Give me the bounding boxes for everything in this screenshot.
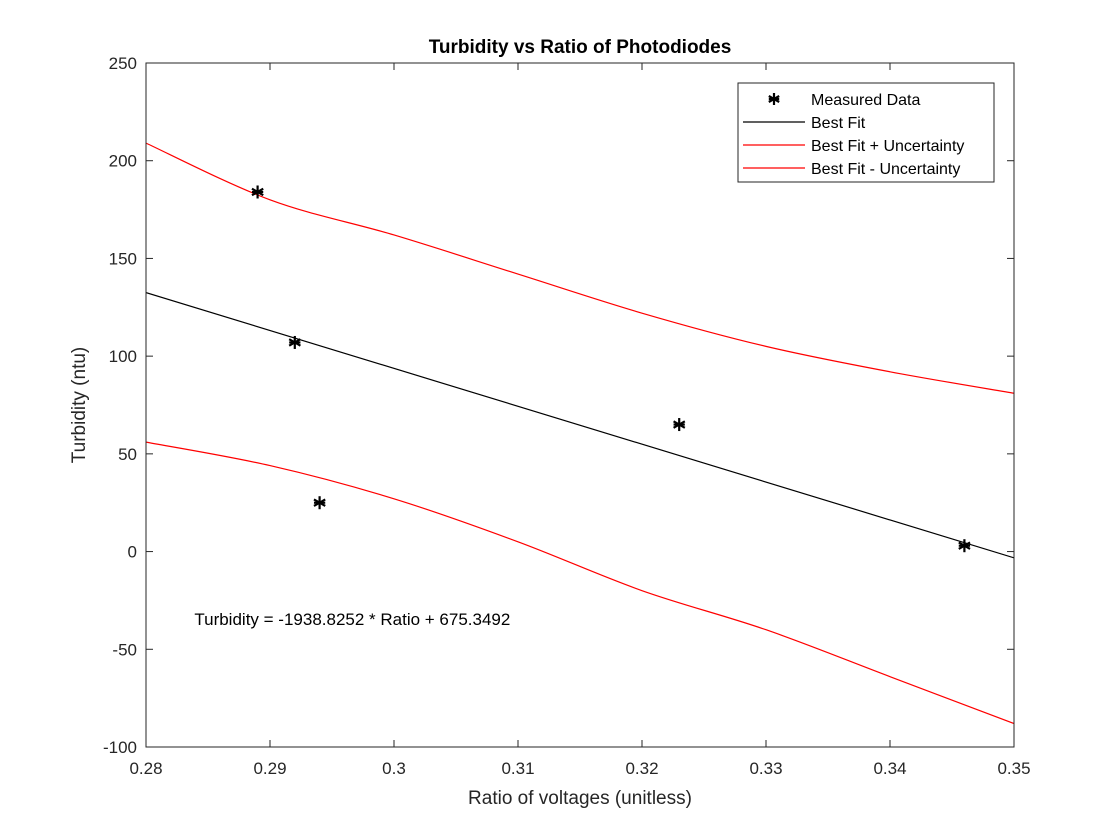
y-tick-label: -100 <box>103 738 137 757</box>
y-tick-label: 50 <box>118 445 137 464</box>
data-point-marker <box>673 418 686 432</box>
chart-title: Turbidity vs Ratio of Photodiodes <box>429 37 732 58</box>
legend-item: Best Fit - Uncertainty <box>743 161 960 178</box>
x-tick-label: 0.35 <box>997 759 1030 778</box>
y-tick-label: 150 <box>109 249 137 268</box>
legend-box <box>737 82 995 183</box>
series-line-1 <box>146 292 1014 559</box>
legend-label: Best Fit - Uncertainty <box>811 161 960 178</box>
legend-label: Best Fit + Uncertainty <box>811 138 964 155</box>
series-layer <box>146 142 1014 725</box>
legend-marker-icon <box>768 93 780 105</box>
y-tick-label: 250 <box>109 54 137 73</box>
legend-item: Best Fit <box>743 115 866 132</box>
series-line-3 <box>146 441 1014 725</box>
x-tick-label: 0.28 <box>129 759 162 778</box>
marker-layer <box>251 185 971 553</box>
x-tick-label: 0.32 <box>625 759 658 778</box>
legend-item: Measured Data <box>768 92 920 109</box>
series-line-2 <box>146 142 1014 394</box>
y-tick-label: 200 <box>109 152 137 171</box>
y-axis-label: Turbidity (ntu) <box>69 347 90 464</box>
legend-item: Best Fit + Uncertainty <box>743 138 964 155</box>
y-tick-label: 100 <box>109 347 137 366</box>
ticks-layer: 0.28 0.29 0.3 0.31 0.32 0.33 0.34 0.35 -100 -50 0 5… <box>103 54 1031 778</box>
data-point-marker <box>251 185 264 199</box>
y-tick-label: 0 <box>128 543 137 562</box>
x-tick-label: 0.34 <box>873 759 906 778</box>
legend: Measured Data Best Fit Best Fit + Uncertai… <box>737 82 995 183</box>
legend-label: Measured Data <box>811 92 920 109</box>
x-tick-label: 0.3 <box>382 759 406 778</box>
x-tick-label: 0.31 <box>501 759 534 778</box>
plot-frame <box>145 62 1015 748</box>
legend-label: Best Fit <box>811 115 866 132</box>
fit-equation-annotation: Turbidity = -1938.8252 * Ratio + 675.349… <box>194 610 510 629</box>
x-tick-label: 0.33 <box>749 759 782 778</box>
x-axis-label: Ratio of voltages (unitless) <box>468 788 692 809</box>
x-tick-label: 0.29 <box>253 759 286 778</box>
data-point-marker <box>313 496 326 510</box>
data-point-marker <box>288 335 301 349</box>
data-point-marker <box>958 539 971 553</box>
y-tick-label: -50 <box>112 640 137 659</box>
